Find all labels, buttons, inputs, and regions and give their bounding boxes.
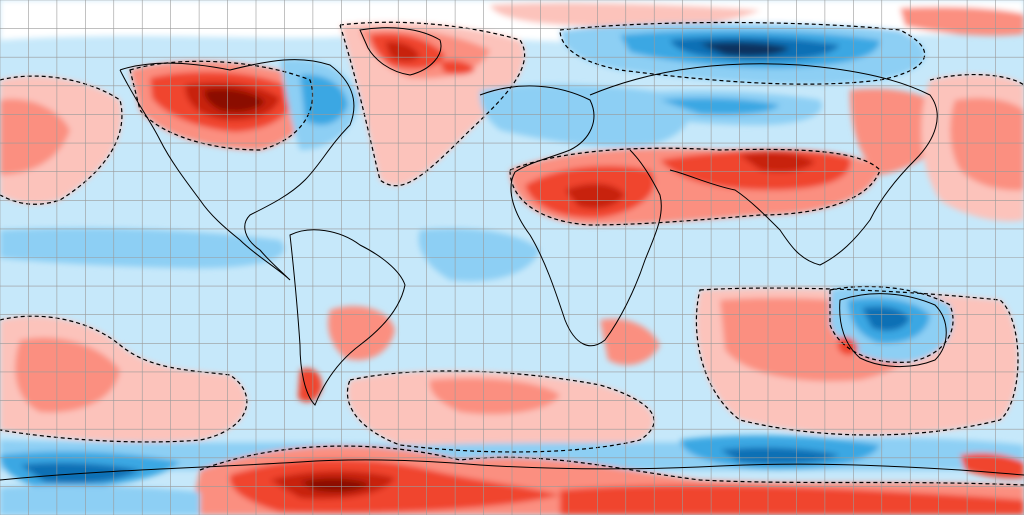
iceland-warm-anomaly — [440, 60, 475, 75]
ross-sea-warm-anomaly — [960, 452, 1024, 479]
antarctica-west-warm-anomaly-core — [300, 478, 370, 492]
contour-line — [129, 60, 314, 151]
contour-line — [0, 75, 123, 205]
australia-cold-anomaly — [862, 306, 910, 331]
north-pacific-warm-anomaly-core — [0, 99, 70, 175]
contour-line — [929, 73, 1024, 86]
north-pacific-east-warm-core — [950, 98, 1024, 191]
coastline-europe-africa — [479, 85, 662, 347]
south-america-warm-anomaly — [328, 306, 395, 361]
coastline-greenland — [359, 27, 442, 76]
north-africa-warm-anomaly-core — [565, 183, 625, 209]
coastline-antarctica — [0, 459, 1024, 481]
contour-line — [695, 287, 1019, 436]
contour-line — [0, 315, 248, 443]
coastline-north-america — [119, 59, 355, 281]
tropical-atlantic-cool-anomaly — [418, 228, 540, 282]
central-asia-cold-anomaly-core — [660, 97, 780, 115]
southern-ocean-cold-anomaly-east-core — [720, 447, 840, 464]
patagonia-warm-anomaly — [298, 368, 322, 403]
contour-line — [199, 445, 1024, 486]
south-atlantic-warm-core — [429, 378, 560, 415]
contour-line — [559, 21, 926, 85]
south-pacific-warm-anomaly — [15, 337, 120, 413]
northwest-canada-warm-anomaly-peak — [204, 88, 265, 112]
russia-cold-anomaly-peak — [700, 41, 790, 57]
coastline-south-america — [289, 229, 406, 406]
greenland-warm-anomaly-peak — [385, 41, 420, 62]
antarctica-sector-cold — [0, 485, 200, 515]
southern-ocean-cold-anomaly-west-core — [20, 462, 140, 484]
antarctica-east-warm-anomaly — [560, 485, 1024, 515]
madagascar-warm-anomaly — [600, 318, 660, 365]
coastline-asia — [589, 63, 938, 266]
arctic-warm-patch — [490, 2, 760, 28]
coastline-australia — [839, 293, 947, 368]
